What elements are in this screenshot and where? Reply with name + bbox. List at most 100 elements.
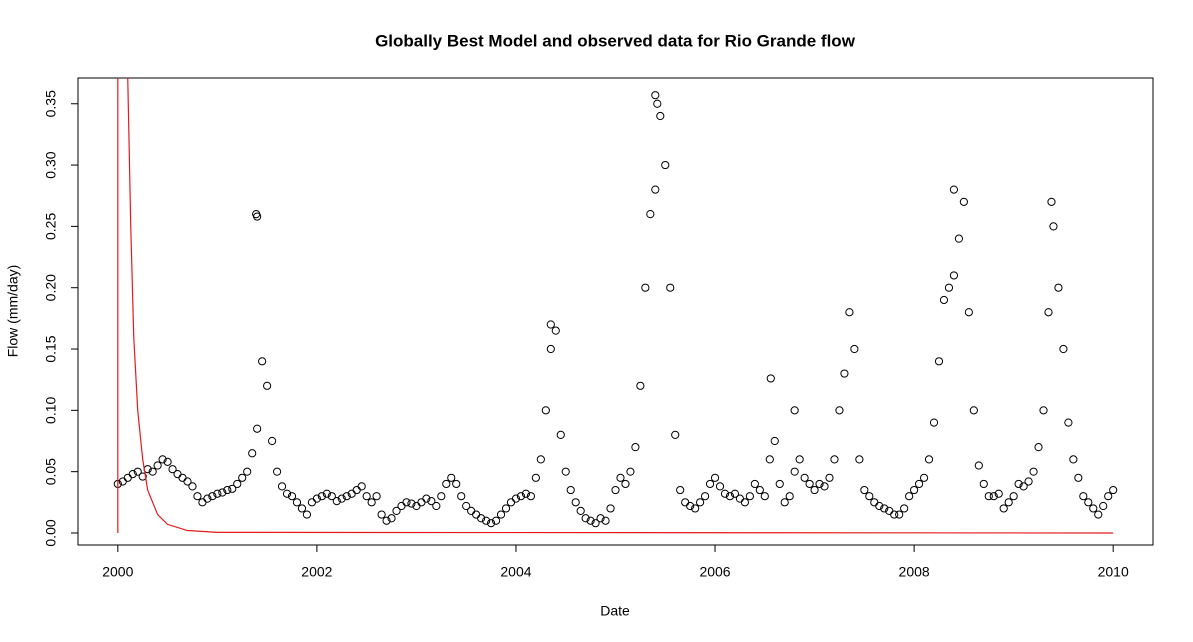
data-point bbox=[964, 308, 973, 317]
data-point bbox=[1054, 283, 1063, 292]
data-point bbox=[581, 514, 590, 523]
data-point bbox=[188, 482, 197, 491]
data-point bbox=[840, 369, 849, 378]
x-tick-label: 2002 bbox=[301, 564, 332, 580]
data-point bbox=[1047, 197, 1056, 206]
data-point bbox=[168, 465, 177, 474]
data-point bbox=[924, 455, 934, 464]
data-point bbox=[392, 506, 401, 516]
data-point bbox=[686, 501, 695, 511]
data-point bbox=[830, 455, 839, 464]
data-point bbox=[133, 467, 142, 476]
data-point bbox=[218, 488, 227, 497]
data-point bbox=[766, 374, 775, 383]
data-point bbox=[735, 494, 745, 503]
data-point bbox=[233, 479, 242, 489]
data-point bbox=[302, 510, 312, 519]
data-point bbox=[128, 470, 137, 479]
data-point bbox=[805, 479, 814, 489]
x-tick-label: 2004 bbox=[500, 564, 531, 580]
data-point bbox=[243, 467, 252, 476]
data-point bbox=[989, 492, 998, 501]
data-point bbox=[551, 326, 560, 335]
data-point bbox=[1084, 498, 1093, 507]
data-point bbox=[258, 357, 267, 366]
data-point bbox=[621, 479, 630, 489]
data-point bbox=[402, 498, 411, 507]
data-point bbox=[452, 479, 461, 489]
data-point bbox=[1039, 406, 1048, 415]
data-point bbox=[790, 467, 799, 476]
data-point bbox=[357, 482, 366, 491]
data-point bbox=[750, 479, 759, 489]
model-line bbox=[117, 78, 1114, 534]
data-point bbox=[407, 499, 416, 508]
data-point bbox=[173, 470, 182, 479]
data-point bbox=[1019, 482, 1028, 491]
data-point bbox=[531, 473, 540, 482]
data-point bbox=[377, 510, 386, 519]
data-point bbox=[641, 283, 650, 292]
y-tick-label: 0.25 bbox=[43, 213, 59, 240]
data-point bbox=[482, 516, 491, 525]
data-point bbox=[850, 344, 859, 354]
data-point bbox=[770, 436, 779, 446]
data-point bbox=[984, 492, 993, 501]
data-point bbox=[631, 443, 640, 452]
data-point bbox=[785, 492, 794, 501]
data-point bbox=[979, 479, 988, 489]
y-tick-label: 0.20 bbox=[43, 274, 59, 301]
data-point bbox=[900, 504, 909, 513]
y-tick-label: 0.15 bbox=[43, 335, 59, 362]
data-point bbox=[327, 492, 336, 501]
data-point bbox=[317, 492, 326, 501]
data-point bbox=[890, 510, 899, 519]
data-point bbox=[292, 498, 302, 507]
data-point bbox=[138, 472, 147, 481]
data-point bbox=[1104, 492, 1113, 501]
data-point bbox=[666, 283, 675, 292]
data-point bbox=[596, 514, 605, 523]
data-point bbox=[865, 492, 874, 501]
data-point bbox=[855, 455, 864, 464]
data-point bbox=[691, 504, 700, 513]
data-point bbox=[969, 406, 978, 415]
x-tick-label: 2006 bbox=[699, 564, 730, 580]
data-point bbox=[800, 473, 809, 482]
data-point bbox=[556, 430, 565, 439]
data-point bbox=[875, 501, 884, 511]
plot-box bbox=[77, 77, 1154, 546]
data-point bbox=[810, 485, 819, 495]
data-point bbox=[427, 496, 436, 506]
data-point bbox=[760, 492, 769, 501]
data-point bbox=[287, 492, 297, 501]
data-point bbox=[576, 506, 585, 516]
data-point bbox=[1014, 479, 1023, 489]
data-point bbox=[253, 424, 262, 433]
data-point bbox=[725, 492, 735, 501]
data-point bbox=[999, 504, 1008, 513]
data-point bbox=[432, 501, 441, 511]
data-point bbox=[740, 498, 749, 507]
data-point bbox=[1099, 501, 1108, 511]
y-tick-label: 0.00 bbox=[43, 519, 59, 546]
data-point bbox=[382, 516, 391, 525]
data-point bbox=[417, 498, 426, 507]
data-point bbox=[263, 381, 272, 390]
data-point bbox=[715, 482, 725, 491]
data-point bbox=[825, 473, 834, 482]
data-point bbox=[506, 498, 516, 507]
data-point bbox=[775, 479, 784, 489]
data-point bbox=[1064, 418, 1073, 427]
data-point bbox=[616, 473, 625, 482]
data-point bbox=[322, 489, 331, 498]
data-point bbox=[511, 494, 521, 503]
y-tick-label: 0.30 bbox=[43, 151, 59, 178]
data-point bbox=[1089, 504, 1098, 513]
data-point bbox=[745, 492, 754, 501]
data-point bbox=[661, 160, 670, 170]
data-point bbox=[755, 485, 764, 495]
y-axis-title: Flow (mm/day) bbox=[5, 265, 21, 358]
data-point bbox=[949, 271, 959, 280]
data-point bbox=[606, 504, 615, 513]
